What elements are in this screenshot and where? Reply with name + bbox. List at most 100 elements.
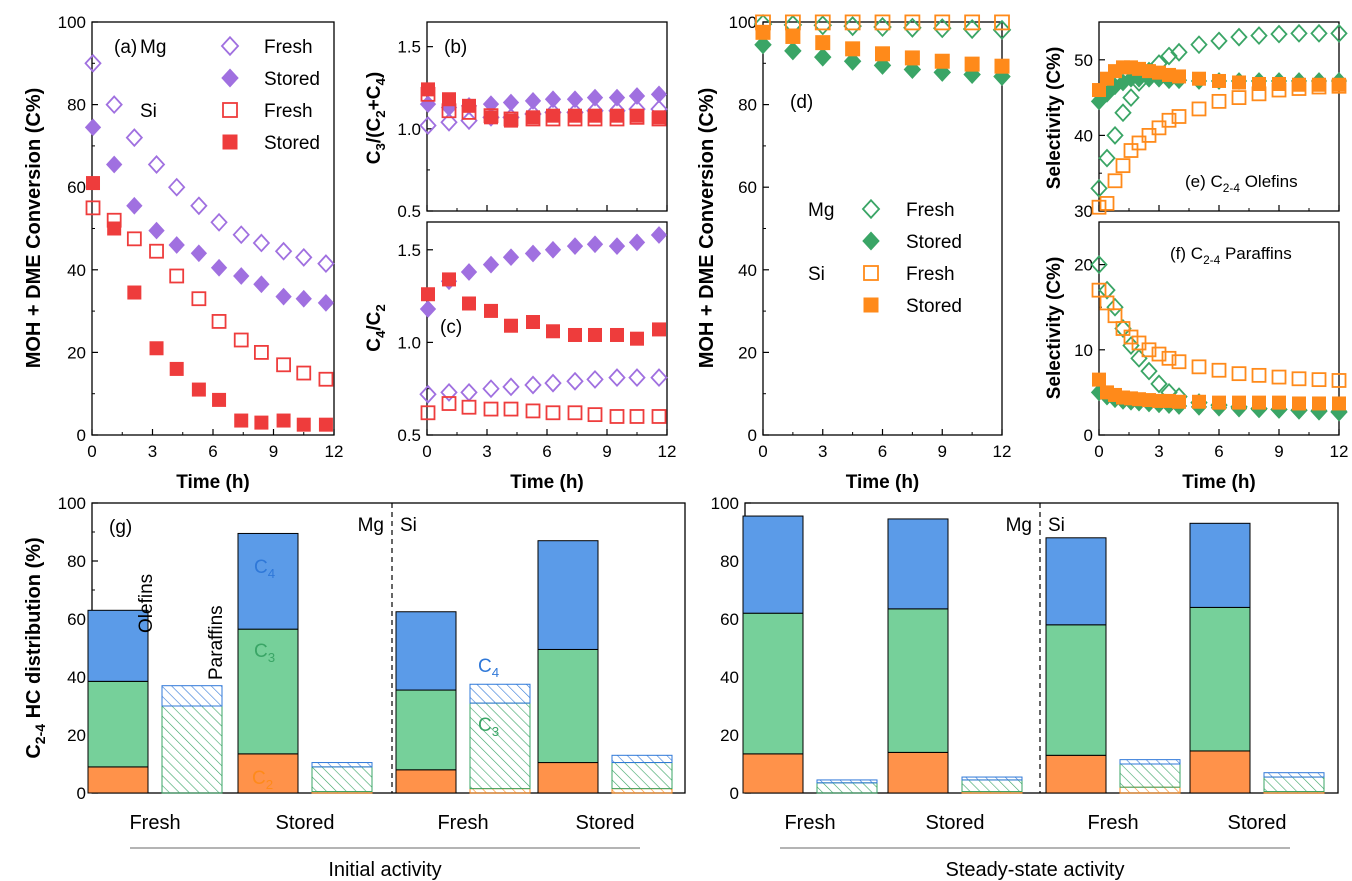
data-point [568, 108, 582, 123]
panel-label: (c) [440, 317, 462, 338]
data-point [503, 401, 519, 417]
y-tick-label: 40 [67, 261, 86, 280]
data-point [628, 87, 646, 105]
series-si-fresh [420, 396, 667, 424]
y-tick-label: 0.5 [397, 202, 421, 221]
data-point [1190, 35, 1208, 55]
panel-h: 020406080100MgSi(h)FreshStoredFreshStore… [711, 494, 1339, 881]
y-tick-label: 1.5 [397, 38, 421, 57]
paraffin-c4-segment [611, 754, 673, 764]
c2-annotation: C2 [252, 768, 273, 792]
olefin-c3-segment [742, 612, 804, 755]
legend-label: Stored [906, 296, 962, 317]
data-point [755, 24, 771, 40]
data-point [253, 344, 269, 360]
data-point [233, 332, 249, 348]
x-category-label: Stored [576, 812, 635, 834]
data-point [1107, 308, 1123, 324]
data-point [232, 225, 250, 245]
data-point [873, 16, 892, 38]
data-point [1230, 27, 1248, 47]
series-mg-stored [419, 85, 668, 117]
data-point [190, 244, 208, 263]
x-category-label: Stored [276, 812, 335, 834]
data-point [275, 287, 292, 306]
x-tick-label: 12 [993, 442, 1012, 461]
data-point [962, 18, 982, 40]
data-point [276, 357, 291, 373]
y-tick-label: 20 [738, 343, 757, 362]
legend-label: Stored [264, 69, 320, 90]
data-point [1270, 24, 1288, 44]
data-point [484, 110, 498, 125]
data-point [105, 95, 123, 115]
data-point [1090, 178, 1108, 198]
x-axis-title: Time (h) [176, 472, 250, 493]
data-point [544, 240, 562, 259]
y-tick-label: 100 [58, 13, 86, 32]
data-point [844, 14, 861, 31]
x-tick-label: 0 [422, 442, 431, 461]
x-axis-title: Time (h) [846, 472, 920, 493]
data-point [442, 272, 456, 287]
y-axis-title: MOH + DME Conversion (C%) [23, 88, 45, 369]
x-tick-label: 3 [1154, 442, 1163, 461]
series-mg-fresh [84, 53, 335, 274]
data-point [1172, 394, 1186, 409]
legend-marker [862, 231, 880, 251]
y-tick-label: 60 [738, 178, 757, 197]
data-point [586, 88, 604, 107]
legend-label: Stored [264, 133, 320, 154]
paraffin-c3-segment [816, 782, 878, 794]
y-tick-label: 0.5 [397, 426, 421, 445]
data-point [814, 14, 831, 31]
data-point [628, 368, 646, 388]
data-point [317, 293, 335, 312]
data-point [502, 377, 520, 397]
data-point [168, 177, 186, 197]
data-point [191, 291, 207, 307]
data-point [125, 128, 144, 148]
panel-d: 0 3 6 9 12 0 20 40 60 80 100 Time (h) [729, 13, 1012, 493]
data-point [1106, 297, 1124, 317]
data-point [608, 88, 626, 107]
series-mg-fresh [1090, 23, 1348, 198]
data-point [107, 221, 122, 236]
paraffin-c3-segment [961, 779, 1023, 793]
y-tick-label: 10 [1074, 341, 1093, 360]
data-point [650, 368, 668, 388]
x-tick-label: 9 [938, 442, 947, 461]
group-label: Si [1048, 515, 1065, 536]
data-point [84, 118, 102, 137]
data-point [1161, 350, 1177, 366]
olefin-c2-segment [237, 753, 299, 794]
data-point [317, 254, 335, 274]
data-point [784, 41, 802, 61]
data-point [1252, 76, 1266, 91]
y-tick-label: 40 [67, 668, 86, 687]
data-point [1272, 395, 1286, 410]
series-si-stored [755, 24, 1010, 74]
data-point [610, 327, 624, 342]
data-point [504, 318, 518, 333]
paraffin-c2-segment [469, 788, 531, 794]
data-point [1099, 196, 1115, 211]
data-point [419, 95, 437, 114]
y-tick-label: 60 [720, 610, 739, 629]
data-point [1141, 342, 1157, 358]
data-point [904, 14, 921, 31]
y-tick-label: 20 [67, 726, 86, 745]
y-tick-label: 80 [720, 552, 739, 571]
data-point [1292, 77, 1306, 92]
data-point [650, 85, 668, 104]
data-point [484, 303, 498, 318]
series-si-stored [1092, 372, 1346, 411]
panel-f: 0 3 6 9 12 0 10 20 Time (h) [1074, 221, 1348, 493]
data-point [212, 392, 227, 407]
paraffin-c4-segment [1263, 772, 1325, 778]
caption: Steady-state activity [946, 859, 1125, 881]
data-point [524, 244, 542, 263]
olefin-c3-segment [1189, 606, 1251, 752]
data-point [1091, 282, 1107, 298]
data-point [421, 287, 435, 302]
